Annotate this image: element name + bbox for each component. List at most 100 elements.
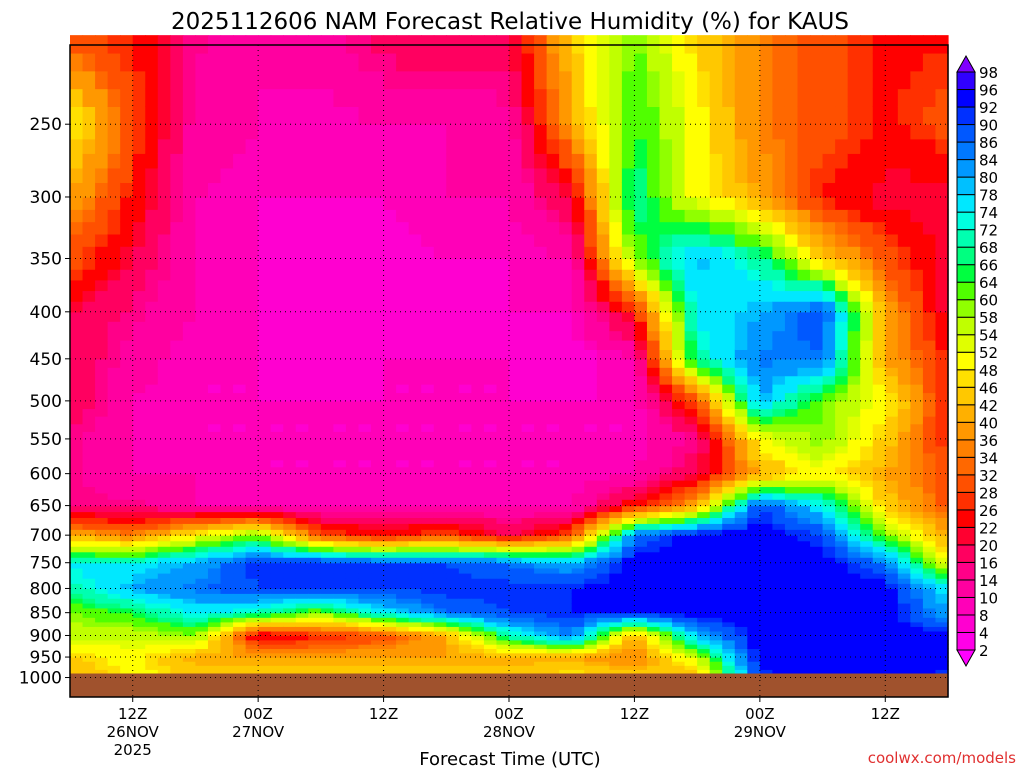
- rh-cell: [797, 588, 811, 594]
- rh-cell: [170, 321, 184, 332]
- rh-cell: [170, 630, 184, 637]
- rh-cell: [107, 669, 121, 675]
- rh-cell: [233, 349, 247, 360]
- rh-cell: [784, 602, 799, 609]
- rh-cell: [897, 269, 911, 281]
- rh-cell: [646, 209, 661, 223]
- rh-cell: [559, 358, 573, 368]
- rh-cell: [345, 209, 360, 223]
- rh-cell: [70, 621, 84, 627]
- rh-cell: [571, 358, 585, 368]
- rh-cell: [220, 573, 234, 579]
- rh-cell: [220, 221, 234, 235]
- rh-cell: [621, 567, 636, 574]
- rh-cell: [446, 269, 460, 281]
- rh-cell: [358, 438, 372, 447]
- rh-cell: [646, 562, 661, 569]
- rh-cell: [471, 269, 485, 281]
- rh-cell: [772, 505, 786, 513]
- rh-cell: [709, 635, 723, 641]
- rh-cell: [885, 602, 899, 609]
- rh-cell: [747, 593, 761, 599]
- rh-cell: [358, 279, 372, 292]
- rh-cell: [433, 598, 447, 604]
- rh-cell: [157, 661, 171, 666]
- rh-cell: [810, 511, 824, 519]
- rh-cell: [233, 358, 247, 368]
- rh-cell: [860, 480, 874, 488]
- rh-cell: [609, 657, 623, 662]
- rh-cell: [546, 669, 560, 675]
- rh-cell: [747, 452, 761, 461]
- rh-cell: [609, 551, 623, 558]
- rh-cell: [132, 593, 146, 599]
- rh-cell: [709, 246, 723, 260]
- rh-cell: [885, 466, 899, 475]
- rh-cell: [596, 392, 610, 402]
- rh-cell: [320, 321, 334, 332]
- rh-cell: [195, 301, 209, 313]
- rh-cell: [584, 311, 598, 322]
- rh-cell: [759, 209, 773, 223]
- rh-cell: [634, 400, 648, 410]
- rh-cell: [596, 438, 610, 447]
- rh-cell: [345, 279, 360, 292]
- rh-cell: [458, 583, 472, 590]
- rh-cell: [521, 452, 535, 461]
- rh-cell: [672, 221, 686, 235]
- rh-cell: [120, 557, 134, 564]
- rh-cell: [885, 221, 899, 235]
- rh-cell: [734, 408, 748, 417]
- rh-cell: [182, 400, 197, 410]
- rh-cell: [659, 535, 673, 542]
- rh-cell: [345, 648, 360, 654]
- rh-cell: [220, 630, 234, 637]
- rh-cell: [320, 540, 334, 547]
- rh-cell: [496, 246, 510, 260]
- rh-cell: [233, 517, 247, 524]
- rh-cell: [734, 330, 748, 341]
- rh-cell: [910, 375, 924, 385]
- rh-cell: [145, 551, 159, 558]
- rh-cell: [847, 375, 861, 385]
- rh-cell: [132, 473, 146, 481]
- rh-cell: [446, 358, 460, 368]
- rh-cell: [697, 598, 711, 604]
- rh-cell: [684, 535, 698, 542]
- rh-cell: [684, 499, 698, 507]
- rh-cell: [534, 551, 548, 558]
- rh-cell: [170, 567, 184, 574]
- rh-cell: [245, 423, 259, 432]
- rh-cell: [207, 546, 222, 553]
- rh-cell: [672, 384, 686, 394]
- rh-cell: [571, 573, 585, 579]
- rh-cell: [835, 635, 849, 641]
- rh-cell: [609, 583, 623, 590]
- rh-cell: [672, 578, 686, 584]
- rh-cell: [609, 301, 623, 313]
- rh-cell: [697, 196, 711, 210]
- rh-cell: [446, 438, 460, 447]
- rh-cell: [621, 648, 636, 654]
- rh-cell: [772, 408, 786, 417]
- rh-cell: [483, 492, 498, 500]
- rh-cell: [797, 665, 811, 670]
- rh-cell: [922, 639, 937, 645]
- rh-cell: [195, 445, 209, 454]
- rh-cell: [145, 124, 159, 140]
- rh-cell: [822, 630, 836, 637]
- rh-cell: [810, 621, 824, 627]
- rh-cell: [120, 499, 134, 507]
- rh-cell: [333, 246, 347, 260]
- rh-cell: [333, 279, 347, 292]
- rh-cell: [182, 598, 197, 604]
- rh-cell: [885, 540, 899, 547]
- rh-cell: [421, 408, 435, 417]
- rh-cell: [659, 246, 673, 260]
- rh-cell: [70, 486, 84, 494]
- rh-cell: [396, 416, 410, 425]
- rh-cell: [521, 657, 535, 662]
- rh-cell: [358, 233, 372, 247]
- rh-cell: [609, 529, 623, 536]
- rh-cell: [646, 290, 661, 302]
